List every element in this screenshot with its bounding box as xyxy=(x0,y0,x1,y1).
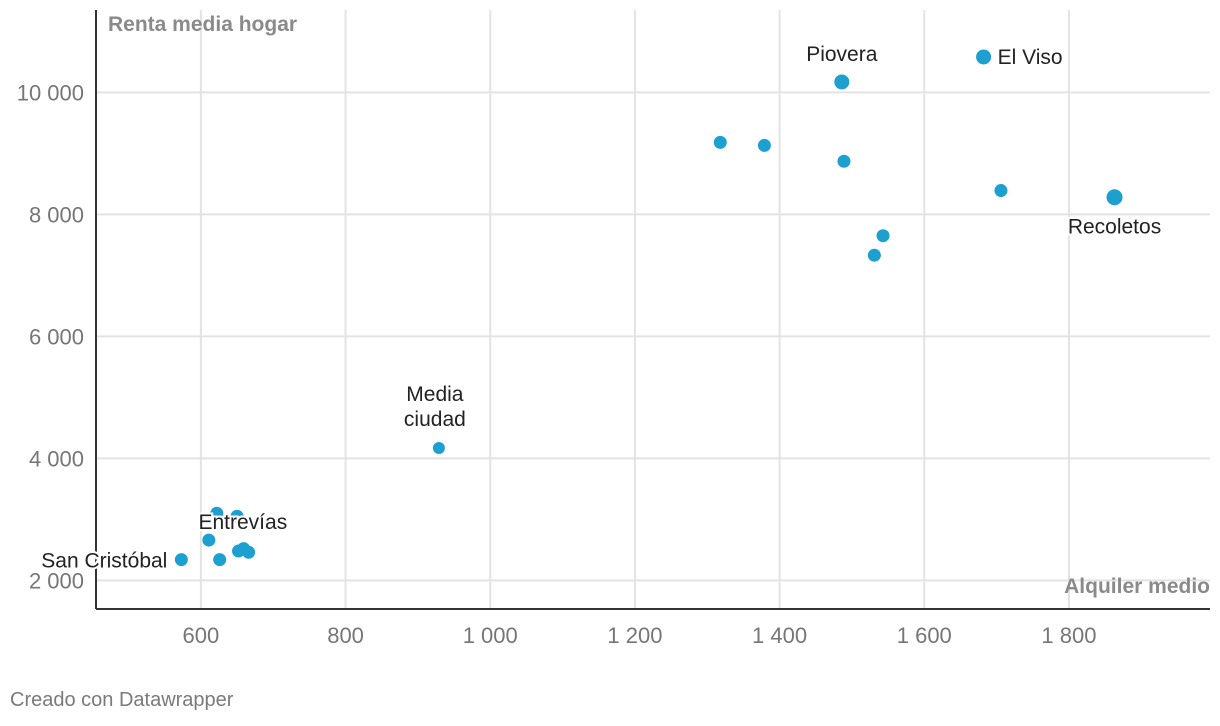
x-tick-label: 800 xyxy=(327,623,364,648)
data-point xyxy=(202,533,216,547)
y-tick-label: 6 000 xyxy=(29,324,84,349)
point-label: Piovera xyxy=(806,43,878,66)
y-tick-label: 4 000 xyxy=(29,446,84,471)
y-tick-label: 2 000 xyxy=(29,568,84,593)
data-point xyxy=(210,506,224,520)
x-tick-label: 1 600 xyxy=(897,623,952,648)
x-axis-title: Alquiler medio xyxy=(1064,575,1210,598)
footer-credit: Creado con Datawrapper xyxy=(10,689,234,711)
x-tick-label: 1 800 xyxy=(1041,623,1096,648)
data-point xyxy=(976,49,992,65)
grid xyxy=(95,10,1210,610)
data-point xyxy=(213,553,227,567)
point-label: El Viso xyxy=(998,46,1063,69)
data-point xyxy=(713,135,727,149)
x-tick-label: 1 400 xyxy=(752,623,807,648)
data-point xyxy=(174,553,188,567)
y-axis-title: Renta media hogar xyxy=(108,13,297,36)
data-point xyxy=(834,74,850,90)
point-label: San Cristóbal xyxy=(41,550,167,573)
x-tick-label: 600 xyxy=(183,623,220,648)
tick-labels: 600 800 1 000 1 200 1 400 1 600 1 800 2 000 4 00… xyxy=(17,80,1097,648)
data-points xyxy=(174,49,1123,567)
point-label: Recoletos xyxy=(1068,215,1161,238)
data-point xyxy=(242,545,256,559)
data-point xyxy=(432,441,445,454)
point-labels: El Viso Piovera Recoletos Media ciudad San Cr… xyxy=(39,41,1163,575)
point-label: Entrevías xyxy=(198,511,287,534)
data-point xyxy=(867,248,881,262)
data-point xyxy=(230,509,244,523)
y-tick-label: 10 000 xyxy=(17,80,84,105)
data-point xyxy=(876,229,890,243)
data-point xyxy=(994,184,1008,198)
data-point xyxy=(837,154,851,168)
y-tick-label: 8 000 xyxy=(29,202,84,227)
data-point xyxy=(757,138,771,152)
x-tick-label: 1 000 xyxy=(463,623,518,648)
x-tick-label: 1 200 xyxy=(607,623,662,648)
point-label: Media ciudad xyxy=(404,383,466,431)
data-point xyxy=(1106,189,1123,206)
